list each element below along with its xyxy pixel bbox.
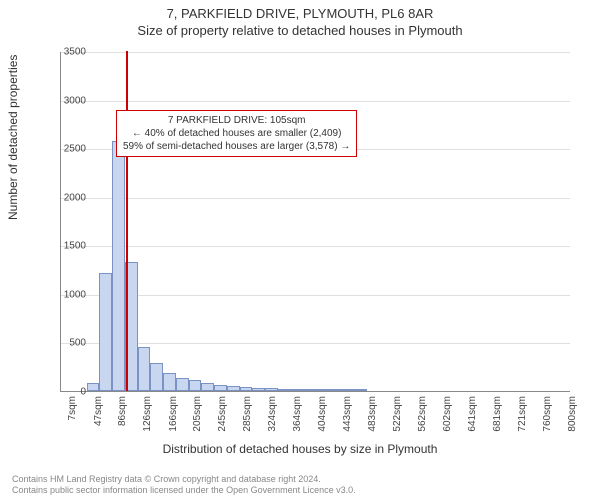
gridline — [61, 52, 570, 53]
info-line2: ← 40% of detached houses are smaller (2,… — [123, 127, 350, 140]
chart-container: 7, PARKFIELD DRIVE, PLYMOUTH, PL6 8AR Si… — [0, 0, 600, 500]
x-tick-label: 7sqm — [67, 396, 78, 446]
histogram-bar — [227, 386, 240, 391]
chart-title-line1: 7, PARKFIELD DRIVE, PLYMOUTH, PL6 8AR — [0, 0, 600, 21]
property-marker-line — [126, 51, 128, 391]
y-axis-label: Number of detached properties — [6, 55, 20, 220]
histogram-bar — [354, 389, 367, 391]
x-tick-label: 760sqm — [542, 396, 553, 446]
x-tick-label: 324sqm — [267, 396, 278, 446]
y-tick-label: 500 — [46, 338, 86, 349]
y-tick-label: 1000 — [46, 289, 86, 300]
plot-area: 7 PARKFIELD DRIVE: 105sqm ← 40% of detac… — [60, 52, 570, 392]
histogram-bar — [189, 380, 202, 391]
x-tick-label: 47sqm — [93, 396, 104, 446]
x-tick-label: 641sqm — [467, 396, 478, 446]
x-tick-label: 86sqm — [117, 396, 128, 446]
x-tick-label: 443sqm — [342, 396, 353, 446]
histogram-bar — [99, 273, 112, 392]
y-tick-label: 2500 — [46, 144, 86, 155]
histogram-bar — [112, 141, 125, 391]
y-tick-label: 0 — [46, 387, 86, 398]
histogram-bar — [240, 387, 253, 391]
x-tick-label: 205sqm — [192, 396, 203, 446]
histogram-bar — [342, 389, 355, 391]
histogram-bar — [316, 389, 329, 391]
x-tick-label: 364sqm — [292, 396, 303, 446]
histogram-bar — [163, 373, 176, 391]
histogram-bar — [138, 347, 151, 391]
footer-attribution: Contains HM Land Registry data © Crown c… — [12, 474, 356, 496]
footer-line2: Contains public sector information licen… — [12, 485, 356, 496]
x-tick-label: 522sqm — [392, 396, 403, 446]
y-tick-label: 1500 — [46, 241, 86, 252]
info-box: 7 PARKFIELD DRIVE: 105sqm ← 40% of detac… — [116, 110, 357, 157]
histogram-bar — [303, 389, 316, 391]
histogram-bar — [176, 378, 189, 391]
histogram-bar — [329, 389, 342, 391]
x-tick-label: 126sqm — [142, 396, 153, 446]
x-tick-label: 166sqm — [168, 396, 179, 446]
x-tick-label: 285sqm — [242, 396, 253, 446]
x-tick-label: 721sqm — [517, 396, 528, 446]
y-tick-label: 3000 — [46, 95, 86, 106]
x-tick-label: 245sqm — [217, 396, 228, 446]
footer-line1: Contains HM Land Registry data © Crown c… — [12, 474, 356, 485]
gridline — [61, 246, 570, 247]
x-tick-label: 602sqm — [442, 396, 453, 446]
histogram-bar — [87, 383, 100, 391]
histogram-bar — [150, 363, 163, 391]
y-tick-label: 3500 — [46, 47, 86, 58]
histogram-bar — [252, 388, 265, 391]
x-tick-label: 681sqm — [492, 396, 503, 446]
x-tick-label: 483sqm — [367, 396, 378, 446]
info-line3: 59% of semi-detached houses are larger (… — [123, 140, 350, 153]
y-tick-label: 2000 — [46, 192, 86, 203]
histogram-bar — [265, 388, 278, 391]
gridline — [61, 101, 570, 102]
x-tick-label: 562sqm — [417, 396, 428, 446]
histogram-bar — [291, 389, 304, 391]
histogram-bar — [214, 385, 227, 391]
histogram-bar — [201, 383, 214, 391]
histogram-bar — [278, 389, 291, 391]
chart-title-line2: Size of property relative to detached ho… — [0, 21, 600, 38]
x-tick-label: 404sqm — [317, 396, 328, 446]
x-tick-label: 800sqm — [567, 396, 578, 446]
gridline — [61, 198, 570, 199]
info-line1: 7 PARKFIELD DRIVE: 105sqm — [123, 114, 350, 127]
